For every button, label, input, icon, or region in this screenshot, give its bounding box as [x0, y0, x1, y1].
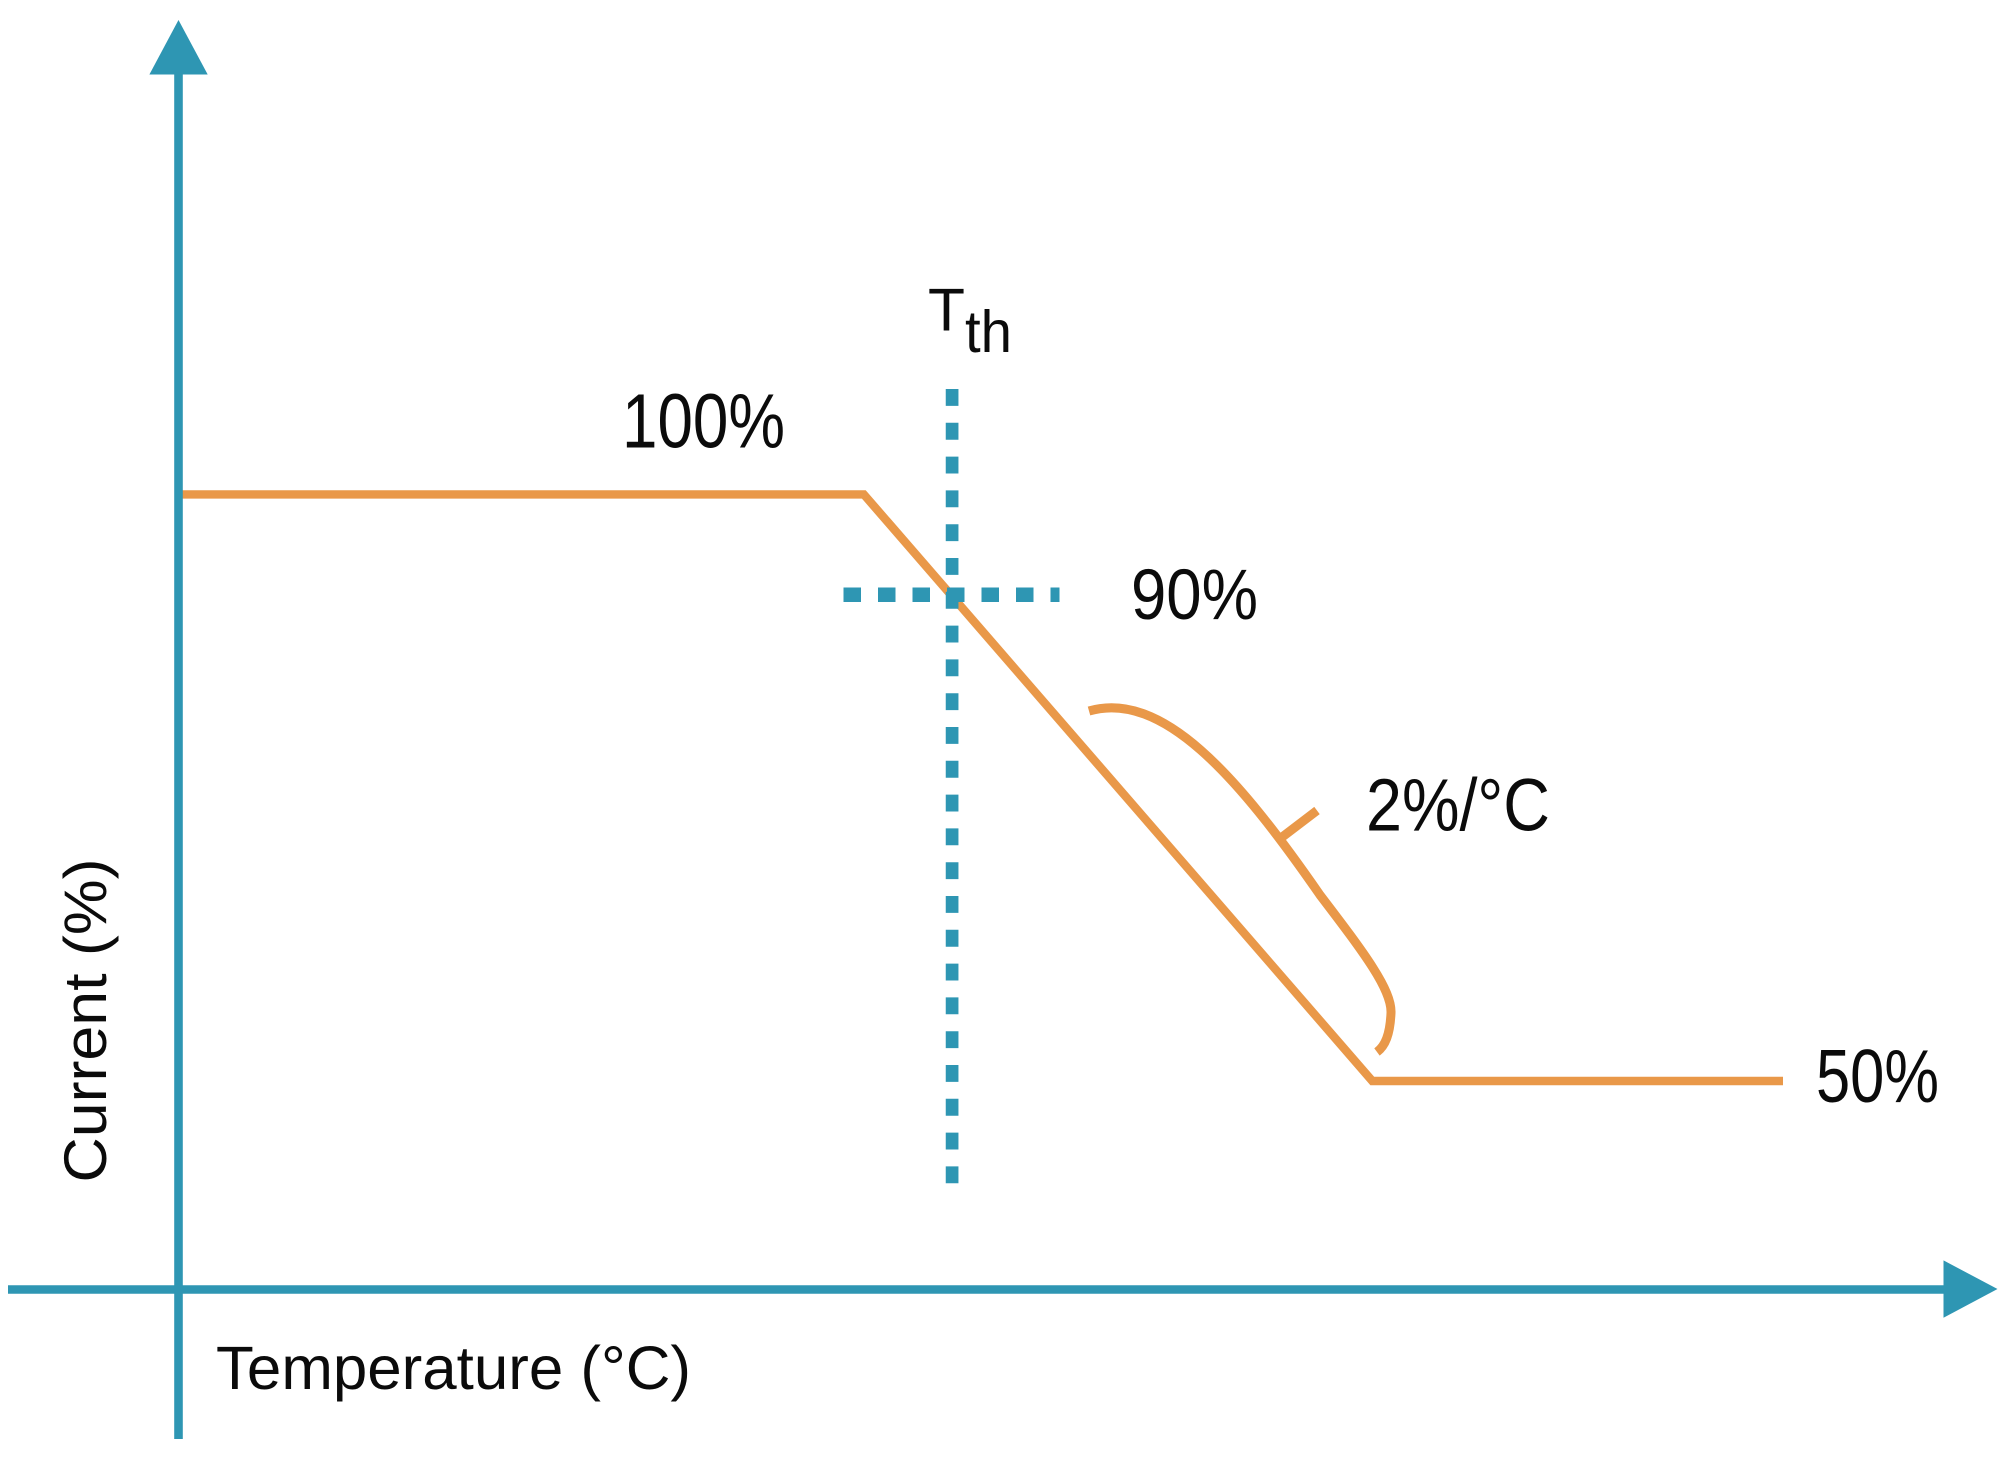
svg-text:Current (%): Current (%): [52, 859, 119, 1183]
svg-text:100%: 100%: [622, 379, 785, 465]
svg-text:90%: 90%: [1131, 556, 1258, 635]
svg-text:2%/°C: 2%/°C: [1366, 764, 1550, 847]
svg-text:50%: 50%: [1816, 1034, 1939, 1118]
svg-text:th: th: [965, 299, 1012, 365]
svg-text:T: T: [928, 275, 965, 343]
svg-text:Temperature (°C): Temperature (°C): [216, 1334, 691, 1402]
